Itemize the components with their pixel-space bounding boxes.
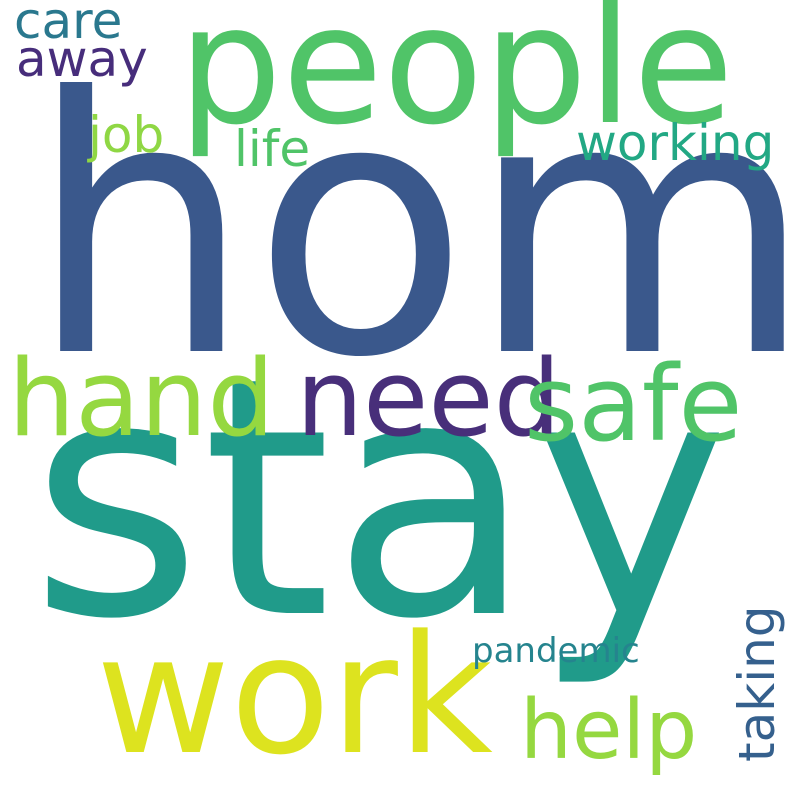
word-safe: safe — [524, 343, 743, 465]
word-pandemic: pandemic — [472, 631, 640, 671]
word-help: help — [520, 683, 698, 778]
word-life: life — [234, 120, 311, 178]
word-stay: stay — [30, 307, 729, 691]
word-away: away — [16, 30, 148, 88]
word-need: need — [296, 337, 561, 460]
word-job: job — [88, 106, 165, 164]
word-care: care — [14, 0, 123, 50]
word-working: working — [576, 114, 775, 172]
word-home: home — [28, 23, 800, 435]
word-work: work — [96, 600, 493, 791]
word-taking: taking — [728, 605, 786, 762]
word-people: people — [178, 0, 734, 161]
word-hand: hand — [8, 337, 275, 460]
